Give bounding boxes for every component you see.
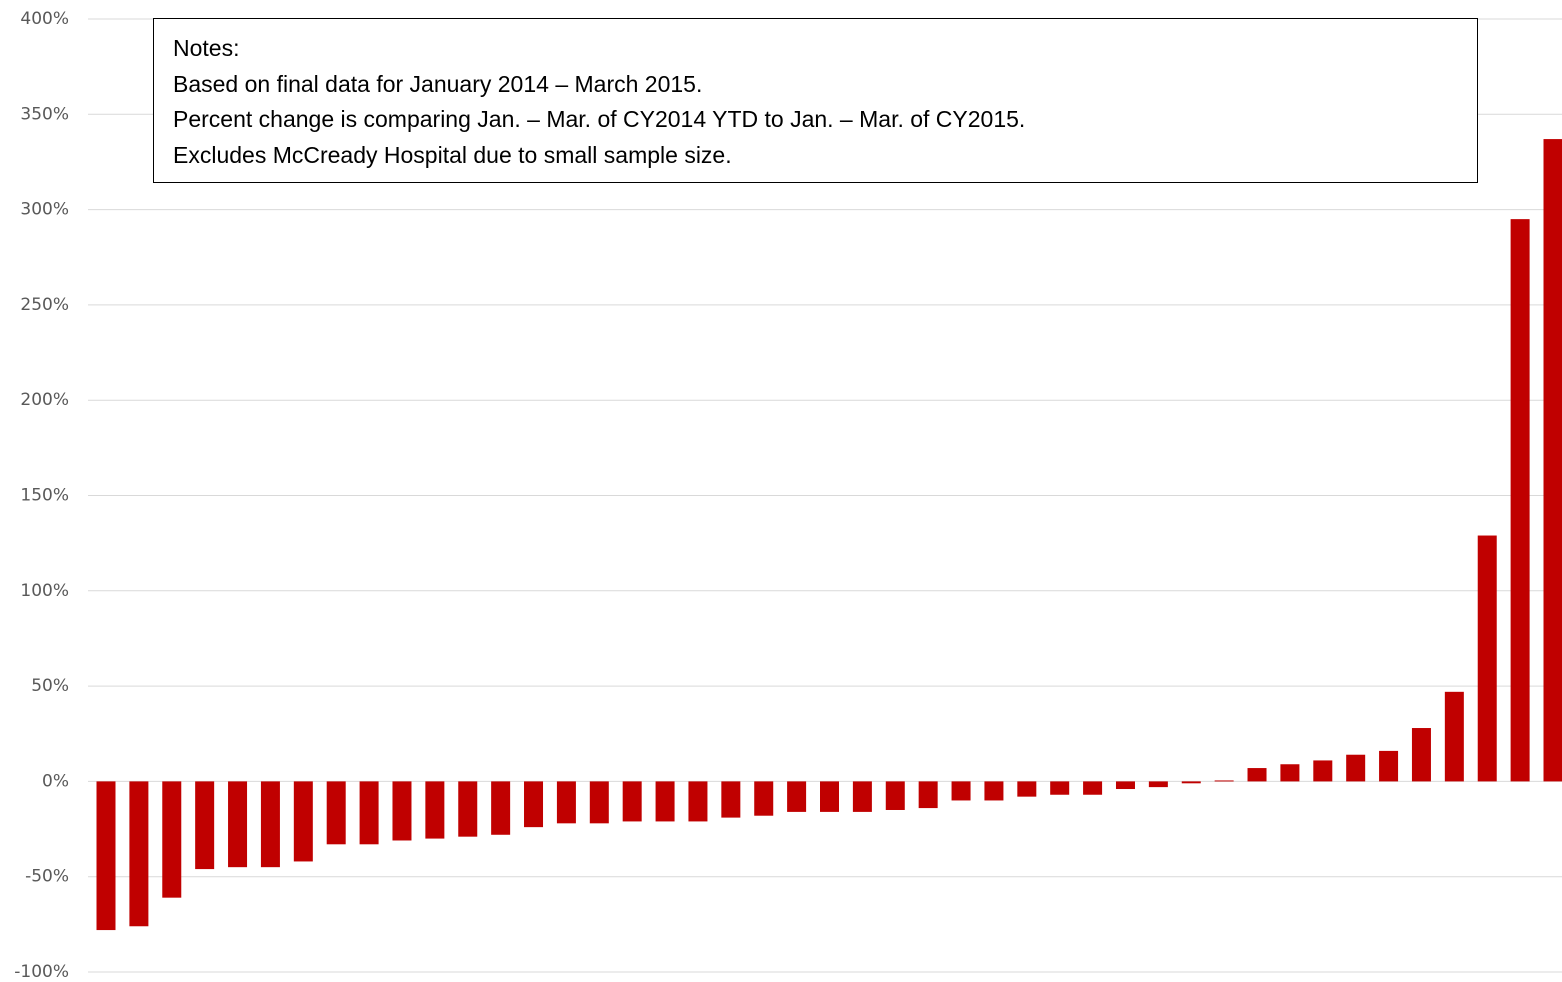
y-tick-label: 400% bbox=[20, 9, 69, 29]
y-axis-tick-labels: 400% 350% 300% 250% 200% 150% 100% 50% 0% -50% -10… bbox=[14, 9, 69, 982]
bar bbox=[359, 781, 379, 845]
y-tick-label: 100% bbox=[20, 581, 69, 601]
bar bbox=[1313, 760, 1333, 782]
bar bbox=[1247, 768, 1267, 782]
y-tick-label: 350% bbox=[20, 104, 69, 124]
y-tick-label: 0% bbox=[42, 771, 69, 791]
bar bbox=[655, 781, 675, 822]
y-tick-label: 50% bbox=[31, 676, 69, 696]
y-tick-label: 200% bbox=[20, 390, 69, 410]
bar bbox=[458, 781, 478, 837]
bar bbox=[1115, 781, 1135, 790]
bar bbox=[721, 781, 741, 818]
bar bbox=[326, 781, 346, 845]
bar bbox=[984, 781, 1004, 801]
notes-heading: Notes: bbox=[173, 35, 240, 61]
bar bbox=[524, 781, 544, 828]
bar bbox=[1411, 728, 1431, 782]
y-tick-label: 300% bbox=[20, 200, 69, 220]
bar bbox=[1280, 764, 1300, 782]
y-tick-label: 250% bbox=[20, 295, 69, 315]
bar bbox=[918, 781, 938, 809]
notes-line-1: Based on final data for January 2014 – M… bbox=[173, 70, 703, 97]
bar bbox=[195, 781, 215, 870]
bar bbox=[293, 781, 313, 862]
notes-line-3: Excludes McCready Hospital due to small … bbox=[173, 141, 732, 168]
bar bbox=[951, 781, 971, 801]
bar bbox=[1181, 781, 1201, 784]
bar bbox=[1444, 691, 1464, 782]
notes-line-2: Percent change is comparing Jan. – Mar. … bbox=[173, 106, 1026, 132]
bar bbox=[1083, 781, 1103, 795]
bar bbox=[1214, 780, 1234, 782]
bar bbox=[556, 781, 576, 824]
bar bbox=[1543, 139, 1562, 782]
bar bbox=[589, 781, 609, 824]
bar bbox=[96, 781, 116, 931]
bar bbox=[1346, 754, 1366, 782]
bar bbox=[162, 781, 182, 898]
bar bbox=[820, 781, 839, 812]
bar bbox=[1050, 781, 1070, 795]
bar bbox=[392, 781, 412, 841]
bar bbox=[260, 781, 280, 868]
bar bbox=[852, 781, 872, 812]
bar bbox=[688, 781, 708, 822]
y-tick-label: -100% bbox=[14, 962, 69, 982]
bar bbox=[754, 781, 774, 816]
bar bbox=[1477, 535, 1497, 782]
bar bbox=[129, 781, 149, 927]
bar bbox=[787, 781, 807, 812]
bar bbox=[1017, 781, 1037, 797]
bar bbox=[1379, 750, 1399, 782]
bar bbox=[1510, 219, 1530, 782]
bars bbox=[96, 139, 1562, 931]
bar bbox=[425, 781, 445, 839]
bar bbox=[622, 781, 642, 822]
bar bbox=[1148, 781, 1168, 788]
y-tick-label: -50% bbox=[25, 867, 69, 887]
bar bbox=[228, 781, 248, 868]
bar bbox=[491, 781, 511, 835]
bar bbox=[885, 781, 905, 810]
y-tick-label: 150% bbox=[20, 486, 69, 506]
notes-box: Notes: Based on final data for January 2… bbox=[153, 18, 1478, 183]
